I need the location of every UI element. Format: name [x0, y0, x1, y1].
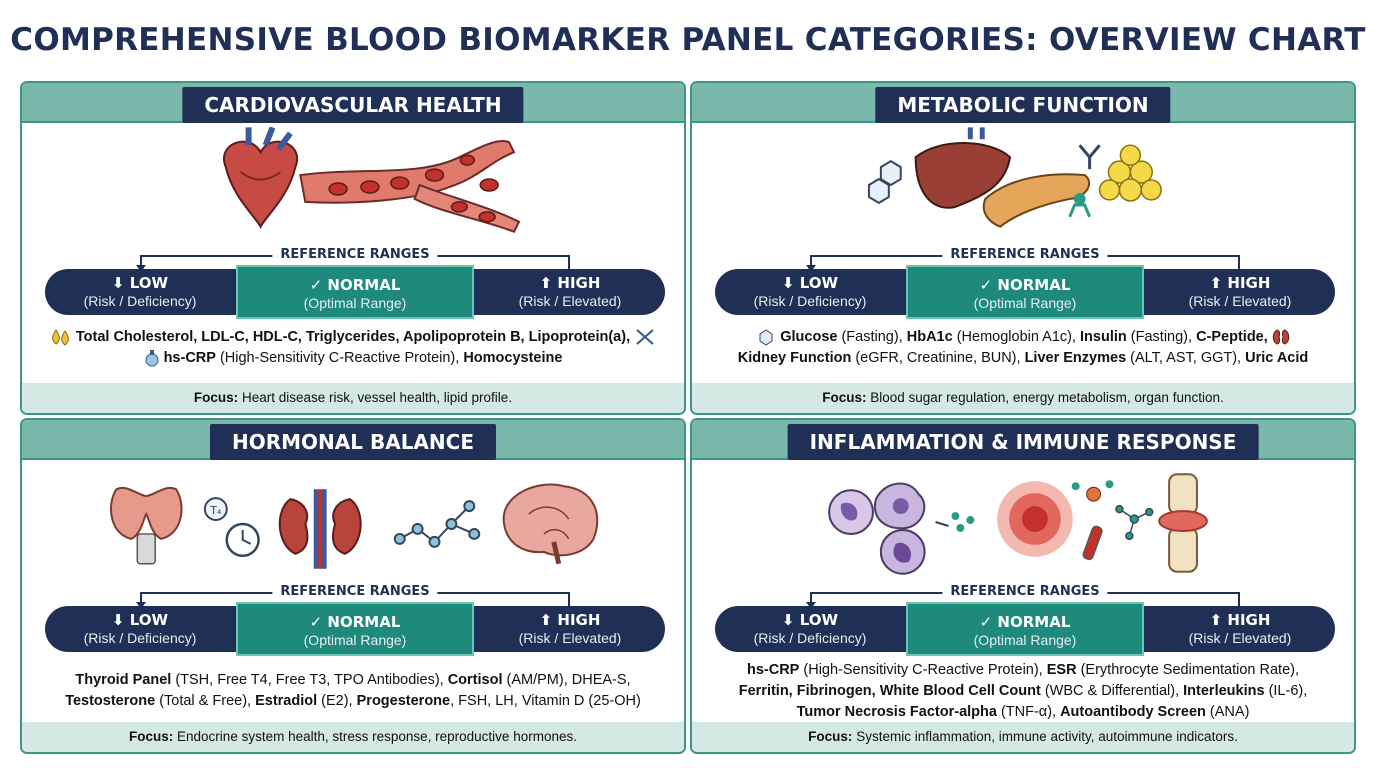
heart-icon	[223, 127, 299, 229]
fat-cells-icon	[1098, 144, 1162, 202]
cardio-illustration	[223, 127, 521, 233]
range-low: ⬇ LOW (Risk / Deficiency)	[83, 274, 197, 309]
reference-ranges-label: REFERENCE RANGES	[272, 247, 438, 262]
range-bar: ⬇ LOW (Risk / Deficiency) ✓ NORMAL (Opti…	[715, 602, 1335, 656]
range-bar: ⬇ LOW (Risk / Deficiency) ✓ NORMAL (Opti…	[715, 265, 1335, 319]
lipid-droplet-icon	[51, 329, 69, 346]
reference-ranges-header: REFERENCE RANGES	[715, 247, 1335, 273]
t4-clock-icon: T₄	[203, 497, 260, 558]
reference-ranges-header: REFERENCE RANGES	[45, 584, 665, 610]
biomarker-list: Total Cholesterol, LDL-C, HDL-C, Triglyc…	[32, 327, 674, 369]
brain-icon	[502, 483, 599, 565]
panel-focus: Focus: Systemic inflammation, immune act…	[692, 722, 1354, 752]
panel-focus: Focus: Blood sugar regulation, energy me…	[692, 383, 1354, 413]
panel-header: INFLAMMATION & IMMUNE RESPONSE	[692, 420, 1354, 460]
macrophage-icon	[873, 482, 926, 575]
range-bar: ⬇ LOW (Risk / Deficiency) ✓ NORMAL (Opti…	[45, 602, 665, 656]
inflammation-illustration	[828, 473, 1208, 575]
hormonal-illustration: T₄	[110, 483, 599, 569]
test-tube-icon	[1071, 480, 1114, 561]
antibody-icon	[1068, 144, 1101, 218]
panel-hormonal: HORMONAL BALANCE T₄ REFER	[20, 418, 686, 754]
biomarker-list: Glucose (Fasting), HbA1c (Hemoglobin A1c…	[737, 329, 1309, 366]
panel-title: METABOLIC FUNCTION	[875, 87, 1171, 123]
range-high: ⬆ HIGH (Risk / Elevated)	[518, 274, 622, 309]
range-high: ⬆ HIGH (Risk / Elevated)	[1188, 274, 1292, 309]
range-high: ⬆ HIGH (Risk / Elevated)	[1188, 611, 1292, 646]
panel-title: CARDIOVASCULAR HEALTH	[182, 87, 524, 123]
joint-icon	[1158, 473, 1208, 573]
svg-text:T₄: T₄	[209, 504, 222, 517]
panel-header: METABOLIC FUNCTION	[692, 83, 1354, 123]
reference-ranges-label: REFERENCE RANGES	[272, 584, 438, 599]
reference-ranges-header: REFERENCE RANGES	[45, 247, 665, 273]
range-bar: ⬇ LOW (Risk / Deficiency) ✓ NORMAL (Opti…	[45, 265, 665, 319]
reference-ranges-label: REFERENCE RANGES	[942, 584, 1108, 599]
kidney-adrenal-icon	[278, 489, 362, 569]
panel-metabolic: METABOLIC FUNCTION REFERENCE RANGES ⬇ LO…	[690, 81, 1356, 415]
panel-header: CARDIOVASCULAR HEALTH	[22, 83, 684, 123]
glucose-small-icon	[759, 329, 773, 346]
reference-ranges-label: REFERENCE RANGES	[942, 247, 1108, 262]
molecule-icon	[393, 500, 481, 548]
biomarker-list: Thyroid Panel (TSH, Free T4, Free T3, TP…	[65, 672, 641, 709]
flask-icon	[145, 350, 159, 367]
panel-focus: Focus: Heart disease risk, vessel health…	[22, 383, 684, 413]
range-normal: ✓ NORMAL (Optimal Range)	[236, 602, 474, 656]
kidney-icon	[1272, 329, 1290, 345]
range-high: ⬆ HIGH (Risk / Elevated)	[518, 611, 622, 646]
reference-ranges-header: REFERENCE RANGES	[715, 584, 1335, 610]
panel-title: INFLAMMATION & IMMUNE RESPONSE	[787, 424, 1259, 460]
blood-cell-icon	[328, 154, 499, 223]
thyroid-icon	[110, 486, 183, 565]
panel-cardiovascular: CARDIOVASCULAR HEALTH REFERENCE RANGES ⬇	[20, 81, 686, 415]
range-normal: ✓ NORMAL (Optimal Range)	[906, 602, 1144, 656]
range-low: ⬇ LOW (Risk / Deficiency)	[753, 611, 867, 646]
white-blood-cell-icon	[828, 489, 874, 535]
panel-focus: Focus: Endocrine system health, stress r…	[22, 722, 684, 752]
dna-icon	[636, 329, 654, 345]
range-normal: ✓ NORMAL (Optimal Range)	[236, 265, 474, 319]
liver-icon	[914, 127, 1012, 209]
panel-header: HORMONAL BALANCE	[22, 420, 684, 460]
page-title: COMPREHENSIVE BLOOD BIOMARKER PANEL CATE…	[10, 22, 1366, 58]
biomarker-list: hs-CRP (High-Sensitivity C-Reactive Prot…	[738, 662, 1308, 720]
panel-title: HORMONAL BALANCE	[210, 424, 496, 460]
metabolic-illustration	[867, 127, 1162, 228]
panel-inflammation: INFLAMMATION & IMMUNE RESPONSE	[690, 418, 1356, 754]
glucose-icon	[867, 159, 902, 205]
range-normal: ✓ NORMAL (Optimal Range)	[906, 265, 1144, 319]
pancreas-icon	[982, 173, 1091, 228]
range-low: ⬇ LOW (Risk / Deficiency)	[753, 274, 867, 309]
range-low: ⬇ LOW (Risk / Deficiency)	[83, 611, 197, 646]
inflammation-icon	[935, 481, 1073, 557]
molecule-small-icon	[1115, 504, 1154, 541]
